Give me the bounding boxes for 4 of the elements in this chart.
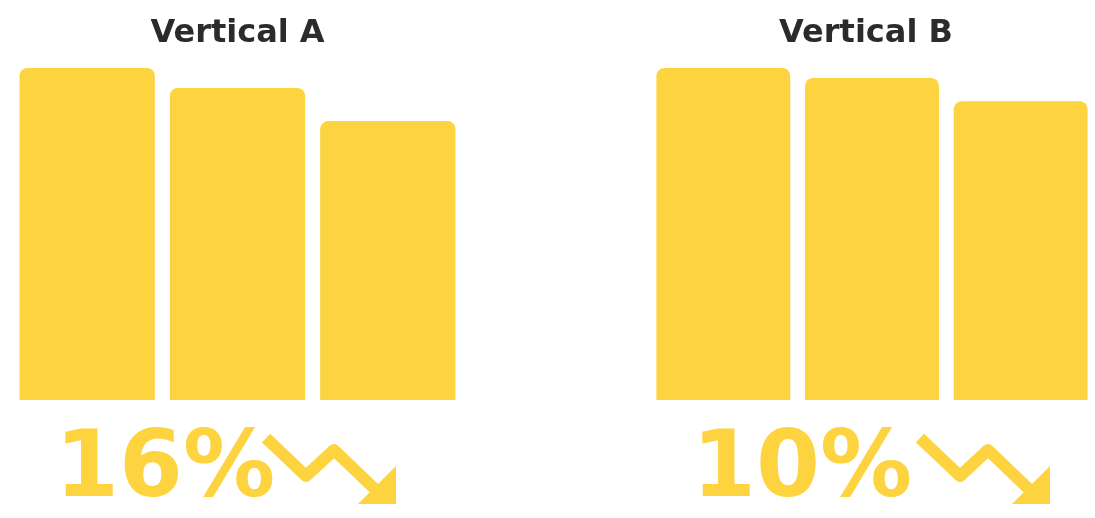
- chart-title: Vertical B: [779, 12, 953, 50]
- text: 10%: [692, 410, 913, 518]
- chart-title: Vertical A: [150, 12, 325, 50]
- text: 16%: [55, 410, 276, 518]
